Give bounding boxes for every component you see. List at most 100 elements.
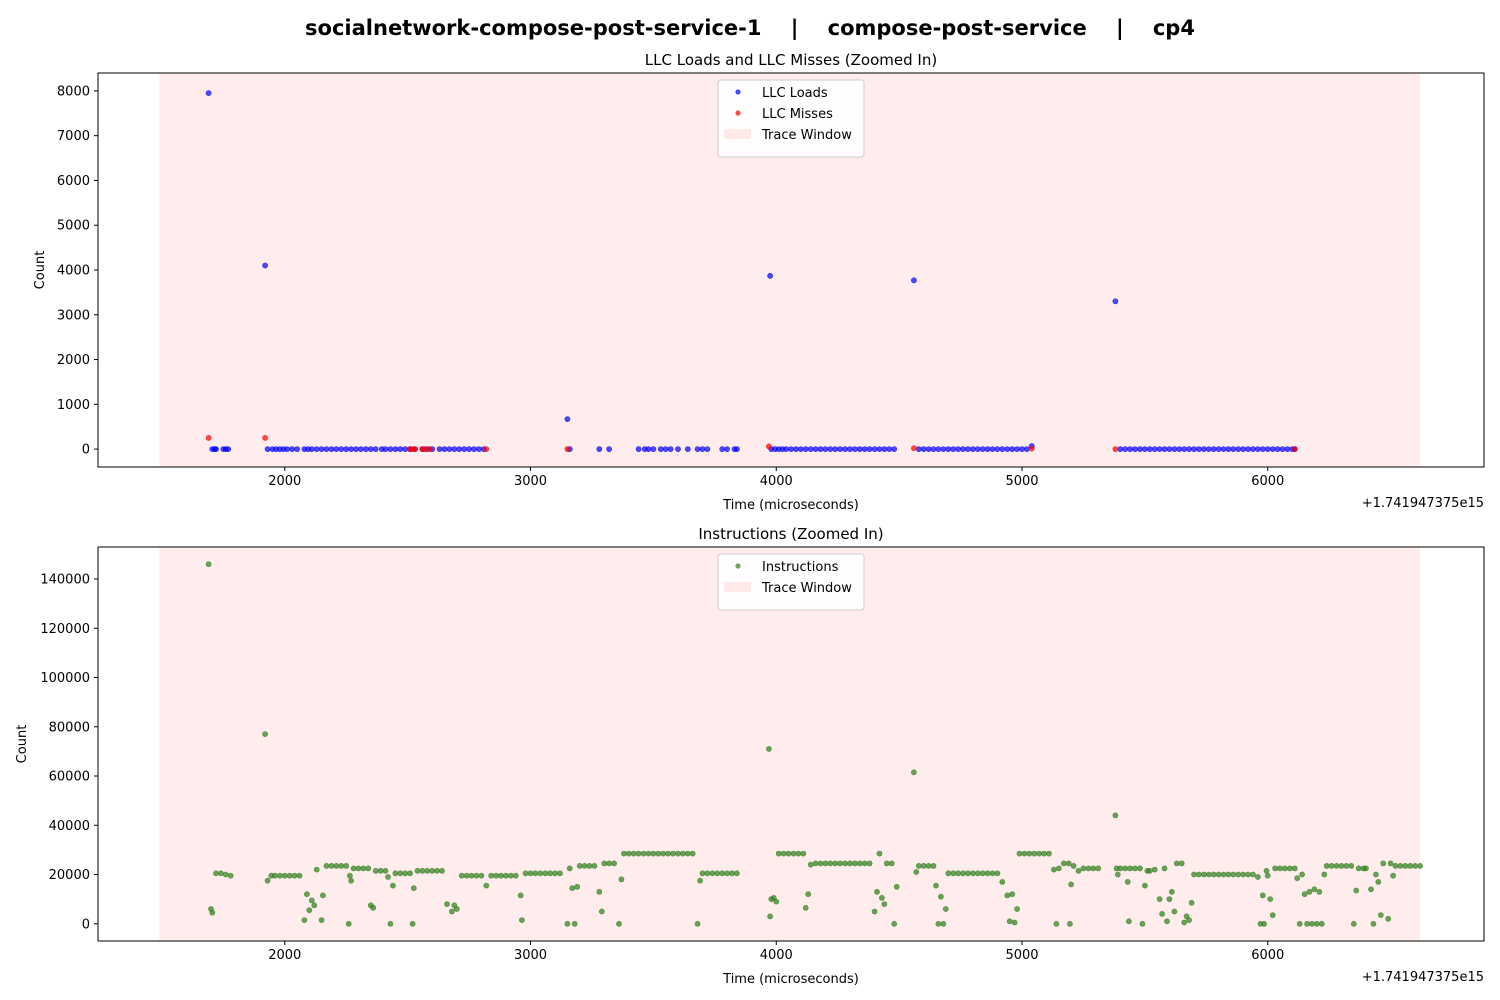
- data-point: [1151, 866, 1158, 873]
- data-point: [935, 446, 942, 452]
- data-point: [766, 746, 772, 752]
- data-point: [319, 892, 326, 899]
- data-point: [441, 446, 448, 452]
- data-point: [222, 871, 229, 878]
- y-tick-label: 60000: [49, 770, 90, 785]
- data-point: [264, 877, 271, 884]
- y-tick-label: 7000: [57, 129, 90, 144]
- data-point: [569, 885, 576, 891]
- data-point: [387, 920, 394, 927]
- data-point: [271, 872, 278, 879]
- data-point: [205, 434, 212, 441]
- data-point: [625, 850, 632, 857]
- data-point: [1132, 446, 1138, 452]
- data-point: [456, 446, 463, 452]
- data-point: [313, 446, 320, 452]
- data-point: [812, 860, 819, 867]
- data-point: [940, 446, 947, 452]
- data-point: [439, 867, 445, 874]
- data-point: [1067, 920, 1073, 927]
- data-point: [402, 446, 409, 452]
- data-point: [473, 872, 480, 879]
- data-point: [1355, 865, 1362, 872]
- data-point: [1299, 871, 1305, 878]
- data-point: [802, 904, 809, 911]
- data-point: [318, 917, 325, 923]
- data-point: [475, 446, 482, 452]
- data-point: [989, 446, 996, 452]
- data-point: [586, 863, 593, 869]
- data-point: [822, 860, 829, 867]
- data-point: [1210, 871, 1217, 878]
- data-point: [999, 446, 1006, 452]
- data-point: [979, 446, 986, 452]
- data-point: [436, 446, 443, 452]
- data-point: [940, 920, 947, 927]
- y-tick-label: 80000: [49, 720, 90, 735]
- data-point: [382, 446, 389, 452]
- data-point: [650, 850, 657, 857]
- y-tick-label: 100000: [40, 671, 90, 686]
- data-point: [289, 446, 295, 452]
- data-point: [1161, 865, 1168, 872]
- data-point: [421, 446, 428, 452]
- data-point: [965, 446, 971, 452]
- data-point: [767, 913, 773, 920]
- data-point: [1019, 446, 1025, 452]
- data-point: [773, 898, 780, 905]
- data-point: [1301, 891, 1308, 898]
- data-point: [911, 769, 917, 776]
- data-point: [802, 446, 809, 452]
- data-point: [205, 561, 212, 568]
- data-point: [1122, 446, 1129, 452]
- data-point: [1075, 867, 1082, 874]
- data-point: [542, 870, 549, 877]
- data-point: [1353, 887, 1360, 894]
- data-point: [852, 446, 858, 452]
- data-point: [1051, 866, 1057, 873]
- data-point: [328, 863, 335, 869]
- data-point: [365, 865, 372, 872]
- data-point: [842, 860, 848, 867]
- data-point: [945, 446, 952, 452]
- data-point: [847, 860, 853, 867]
- data-point: [861, 446, 868, 452]
- data-point: [389, 882, 396, 889]
- legend-marker: [735, 89, 741, 95]
- data-point: [1004, 446, 1011, 452]
- data-point: [611, 860, 617, 867]
- data-point: [498, 872, 504, 879]
- data-point: [1323, 863, 1330, 869]
- data-point: [1230, 871, 1237, 878]
- data-point: [1085, 865, 1092, 872]
- data-point: [286, 872, 293, 879]
- data-point: [419, 867, 426, 874]
- data-point: [598, 908, 605, 915]
- data-point: [817, 860, 824, 867]
- data-point: [1205, 871, 1212, 878]
- data-point: [618, 876, 625, 883]
- data-point: [225, 446, 232, 452]
- panel-title: Instructions (Zoomed In): [698, 525, 883, 543]
- data-point: [704, 870, 711, 877]
- data-point: [1114, 871, 1121, 878]
- data-point: [933, 882, 939, 889]
- data-point: [1380, 860, 1387, 867]
- data-point: [1171, 446, 1178, 452]
- data-point: [1407, 863, 1414, 869]
- data-point: [1068, 881, 1074, 888]
- data-point: [581, 863, 588, 869]
- data-point: [1080, 865, 1087, 872]
- data-point: [783, 446, 789, 452]
- data-point: [1056, 865, 1062, 872]
- data-point: [1274, 446, 1281, 452]
- data-point: [856, 446, 863, 452]
- data-point: [367, 446, 374, 452]
- data-point: [984, 446, 991, 452]
- data-point: [1250, 871, 1256, 878]
- data-point: [876, 850, 883, 857]
- data-point: [1261, 920, 1267, 927]
- data-point: [596, 446, 603, 452]
- x-tick-label: 4000: [760, 474, 793, 489]
- data-point: [852, 860, 858, 867]
